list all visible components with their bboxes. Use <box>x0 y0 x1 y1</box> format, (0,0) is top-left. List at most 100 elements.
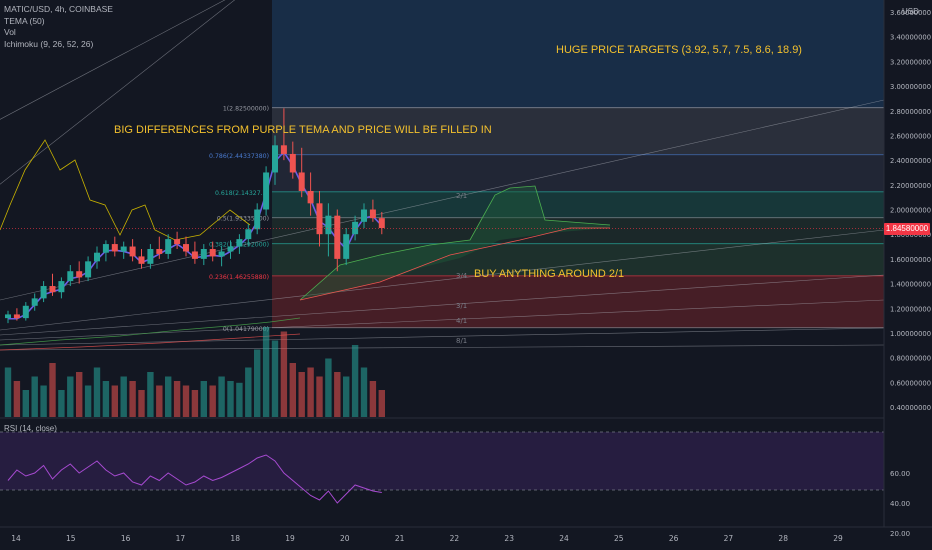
price-tick-label: 1.60000000 <box>890 256 931 264</box>
symbol-title[interactable]: MATIC/USD, 4h, COINBASE <box>4 4 113 14</box>
candle-body <box>102 244 109 253</box>
gann-fan-line <box>0 0 226 120</box>
gann-fan-line <box>0 229 885 331</box>
candle-body <box>280 145 287 154</box>
annotation-buy-zone[interactable]: BUY ANYTHING AROUND 2/1 <box>474 268 625 280</box>
rsi-legend-item[interactable]: RSI (14, close) <box>4 424 57 433</box>
gann-label: 2/1 <box>456 192 467 200</box>
ichimoku-cloud <box>300 186 610 300</box>
time-tick-label: 29 <box>833 534 843 543</box>
volume-bar <box>13 381 21 417</box>
gann-fan-line <box>0 0 236 185</box>
time-tick-label: 28 <box>778 534 788 543</box>
volume-bar <box>271 340 279 417</box>
fib-zone-top <box>272 0 884 108</box>
volume-bar <box>147 372 154 417</box>
annotation-tema-gap[interactable]: BIG DIFFERENCES FROM PURPLE TEMA AND PRI… <box>114 124 492 136</box>
volume-bar <box>307 367 314 417</box>
ichimoku-legend-item[interactable]: Ichimoku (9, 26, 52, 26) <box>4 38 94 49</box>
volume-bar <box>378 390 385 417</box>
candle-body <box>174 239 181 245</box>
gann-label: 3/4 <box>456 272 468 280</box>
volume-bar <box>173 381 181 417</box>
volume-bar <box>254 349 261 417</box>
time-tick-label: 20 <box>340 534 350 543</box>
price-tick-label: 2.20000000 <box>890 182 931 190</box>
volume-bar <box>76 372 83 417</box>
time-tick-label: 18 <box>230 534 240 543</box>
price-tick-label: 3.00000000 <box>890 83 931 91</box>
candle-body <box>22 305 29 319</box>
volume-bar <box>156 385 163 417</box>
volume-bar <box>316 376 323 417</box>
fib-label-0.786: 0.786(2.44337380) <box>209 153 269 160</box>
volume-bar <box>4 367 12 417</box>
last-price-tag: 1.84580000 <box>884 223 930 235</box>
price-tick-label: 1.40000000 <box>890 281 931 289</box>
time-tick-label: 16 <box>121 534 131 543</box>
volume-bar <box>84 385 92 417</box>
time-tick-label: 19 <box>285 534 295 543</box>
candle-body <box>378 218 385 229</box>
volume-bar <box>93 367 101 417</box>
volume-bar <box>289 363 296 417</box>
candle-body <box>138 256 145 264</box>
ichimoku-span-b <box>299 227 610 301</box>
price-tick-label: 0.80000000 <box>890 355 931 363</box>
time-tick-label: 25 <box>614 534 624 543</box>
price-tick-label: 2.40000000 <box>890 157 931 165</box>
gann-fan-line <box>0 99 885 301</box>
volume-bar <box>102 381 110 417</box>
vol-legend-item[interactable]: Vol <box>4 27 16 37</box>
price-tick-label: 3.60000000 <box>890 9 931 17</box>
volume-bar <box>280 331 288 417</box>
candle-body <box>236 239 243 247</box>
candle-body <box>111 244 118 252</box>
currency-label: USD <box>902 7 919 16</box>
ichimoku-base-line <box>0 333 301 351</box>
candle-body <box>272 145 278 173</box>
candle-body <box>129 246 136 257</box>
candle-body <box>191 251 198 259</box>
fib-label-0.236: 0.236(1.46255880) <box>209 274 269 281</box>
candle-body <box>67 271 74 282</box>
price-tick-label: 0.60000000 <box>890 379 931 387</box>
candle-body <box>13 314 20 319</box>
candle-body <box>200 249 207 259</box>
volume-bar <box>40 385 47 417</box>
candle-body <box>263 172 270 210</box>
annotation-price-targets[interactable]: HUGE PRICE TARGETS (3.92, 5.7, 7.5, 8.6,… <box>556 44 802 56</box>
candle-body <box>85 261 92 278</box>
volume-bar <box>325 358 332 417</box>
candle-body <box>209 249 216 257</box>
price-tick-label: 0.40000000 <box>890 404 931 412</box>
rsi-tick-label: 40.00 <box>890 500 910 508</box>
time-tick-label: 24 <box>559 534 569 543</box>
time-tick-label: 21 <box>395 534 405 543</box>
candle-body <box>147 249 154 264</box>
volume-bar <box>182 385 190 417</box>
volume-bar <box>369 381 377 417</box>
candle-body <box>120 246 127 252</box>
time-tick-label: 27 <box>724 534 734 543</box>
volume-bar <box>236 382 243 417</box>
price-tick-label: 2.80000000 <box>890 108 931 116</box>
price-tick-label: 1.20000000 <box>890 305 931 313</box>
volume-bar <box>209 385 216 417</box>
rsi-band-fill <box>0 432 884 490</box>
candle-body <box>165 239 172 254</box>
fib-zone-0382-0236 <box>272 243 884 276</box>
fib-zone-1-0786 <box>272 107 884 155</box>
fib-zone-05-0382 <box>272 217 884 244</box>
candle-body <box>218 251 225 257</box>
volume-bar <box>200 381 207 417</box>
gann-label: 4/1 <box>456 317 467 325</box>
price-tick-label: 2.00000000 <box>890 207 931 215</box>
candle-body <box>183 244 189 252</box>
volume-bar <box>49 363 56 417</box>
volume-bar <box>138 390 145 417</box>
volume-bar <box>129 381 136 417</box>
candle-body <box>369 209 376 219</box>
tema-legend-item[interactable]: TEMA (50) <box>4 15 45 26</box>
